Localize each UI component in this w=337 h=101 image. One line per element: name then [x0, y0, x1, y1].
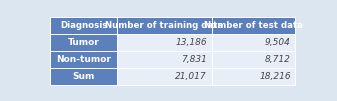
- FancyBboxPatch shape: [50, 34, 117, 51]
- FancyBboxPatch shape: [117, 51, 212, 68]
- Text: 9,504: 9,504: [265, 38, 291, 47]
- Text: Sum: Sum: [72, 72, 95, 81]
- Text: Tumor: Tumor: [68, 38, 99, 47]
- Text: Non-tumor: Non-tumor: [56, 55, 111, 64]
- Text: 21,017: 21,017: [175, 72, 207, 81]
- FancyBboxPatch shape: [212, 68, 296, 85]
- FancyBboxPatch shape: [117, 17, 212, 34]
- FancyBboxPatch shape: [50, 17, 117, 34]
- Text: Diagnosis: Diagnosis: [60, 21, 108, 30]
- FancyBboxPatch shape: [212, 34, 296, 51]
- FancyBboxPatch shape: [50, 51, 117, 68]
- FancyBboxPatch shape: [212, 17, 296, 34]
- Text: Number of test data: Number of test data: [204, 21, 303, 30]
- FancyBboxPatch shape: [212, 51, 296, 68]
- FancyBboxPatch shape: [50, 68, 117, 85]
- Text: 8,712: 8,712: [265, 55, 291, 64]
- Text: 18,216: 18,216: [259, 72, 291, 81]
- FancyBboxPatch shape: [117, 68, 212, 85]
- Text: 13,186: 13,186: [175, 38, 207, 47]
- FancyBboxPatch shape: [117, 34, 212, 51]
- Text: 7,831: 7,831: [181, 55, 207, 64]
- Text: Number of training data: Number of training data: [105, 21, 223, 30]
